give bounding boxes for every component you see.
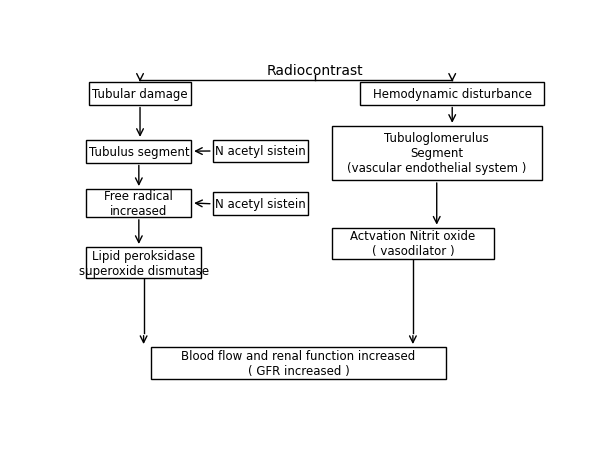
FancyBboxPatch shape — [86, 248, 200, 279]
FancyBboxPatch shape — [86, 189, 191, 217]
FancyBboxPatch shape — [89, 83, 191, 106]
Text: N acetyl sistein: N acetyl sistein — [215, 198, 306, 211]
Text: Radiocontrast: Radiocontrast — [267, 63, 363, 77]
FancyBboxPatch shape — [151, 347, 446, 379]
FancyBboxPatch shape — [213, 193, 308, 216]
FancyBboxPatch shape — [332, 126, 542, 181]
Text: Hemodynamic disturbance: Hemodynamic disturbance — [373, 87, 532, 101]
Text: Tubular damage: Tubular damage — [92, 87, 188, 101]
Text: Lipid peroksidase
superoxide dismutase: Lipid peroksidase superoxide dismutase — [79, 249, 208, 277]
FancyBboxPatch shape — [360, 83, 544, 106]
Text: Tubulus segment: Tubulus segment — [89, 145, 189, 158]
FancyBboxPatch shape — [213, 141, 308, 162]
Text: Tubuloglomerulus
Segment
(vascular endothelial system ): Tubuloglomerulus Segment (vascular endot… — [347, 132, 526, 175]
Text: Blood flow and renal function increased
( GFR increased ): Blood flow and renal function increased … — [181, 349, 416, 377]
Text: Actvation Nitrit oxide
( vasodilator ): Actvation Nitrit oxide ( vasodilator ) — [351, 230, 475, 258]
FancyBboxPatch shape — [86, 141, 191, 163]
Text: N acetyl sistein: N acetyl sistein — [215, 145, 306, 158]
Text: Free radical
increased: Free radical increased — [105, 190, 173, 217]
FancyBboxPatch shape — [332, 228, 494, 259]
